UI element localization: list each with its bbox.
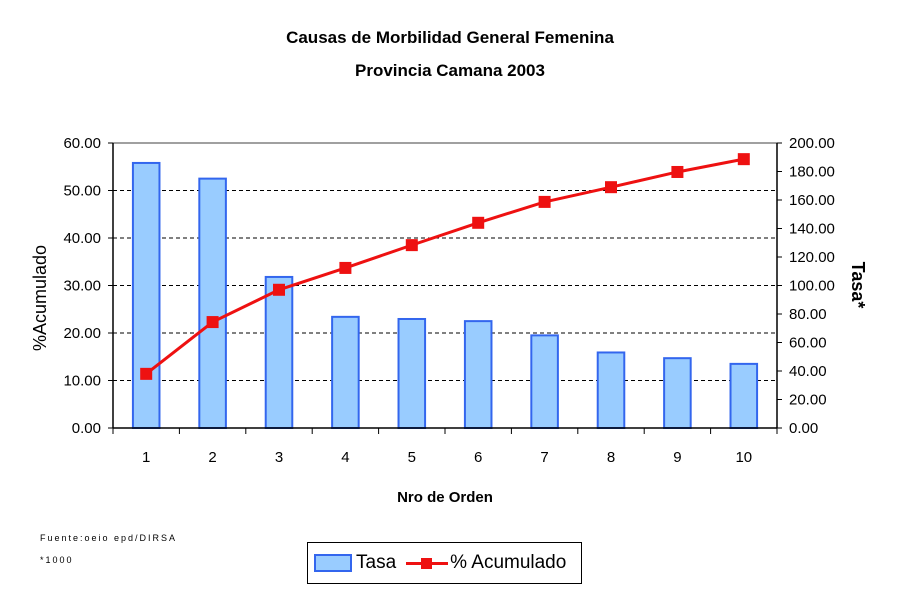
bar-tasa bbox=[729, 362, 759, 429]
marker-acumulado bbox=[538, 195, 551, 208]
x-tick-label: 7 bbox=[540, 449, 548, 466]
legend-swatch-tasa bbox=[314, 554, 352, 572]
marker-acumulado bbox=[405, 239, 418, 252]
source-note: Fuente:oeio epd/DIRSA bbox=[40, 533, 178, 543]
x-tick-label: 4 bbox=[341, 449, 349, 466]
marker-acumulado bbox=[140, 367, 153, 380]
right-tick-label: 180.00 bbox=[789, 164, 835, 181]
left-tick-label: 30.00 bbox=[63, 278, 101, 295]
x-tick-label: 2 bbox=[208, 449, 216, 466]
left-tick-label: 0.00 bbox=[72, 420, 101, 437]
marker-acumulado bbox=[605, 181, 617, 194]
line-acumulado bbox=[145, 157, 745, 376]
left-tick-label: 10.00 bbox=[63, 373, 101, 390]
marker-acumulado bbox=[339, 261, 352, 274]
bar-tasa bbox=[596, 351, 626, 430]
right-tick-label: 80.00 bbox=[789, 306, 827, 323]
left-tick-label: 20.00 bbox=[63, 325, 101, 342]
left-axis-title: %Acumulado bbox=[30, 245, 50, 351]
right-axis-title: Tasa* bbox=[848, 262, 868, 309]
bar-tasa bbox=[131, 161, 161, 429]
x-tick-label: 1 bbox=[142, 449, 150, 466]
right-tick-label: 100.00 bbox=[789, 278, 835, 295]
right-tick-label: 0.00 bbox=[789, 420, 818, 437]
right-tick-label: 160.00 bbox=[789, 192, 835, 209]
marker-acumulado bbox=[273, 283, 285, 296]
x-tick-label: 10 bbox=[735, 449, 752, 466]
right-tick-label: 20.00 bbox=[789, 392, 827, 409]
right-tick-label: 40.00 bbox=[789, 363, 827, 380]
x-tick-label: 6 bbox=[474, 449, 482, 466]
left-tick-label: 40.00 bbox=[63, 230, 101, 247]
marker-acumulado bbox=[737, 153, 750, 166]
footnote: *1000 bbox=[40, 555, 74, 565]
x-axis-title: Nro de Orden bbox=[397, 489, 493, 506]
bar-tasa bbox=[331, 315, 360, 430]
chart-subtitle: Provincia Camana 2003 bbox=[355, 61, 545, 80]
right-tick-label: 200.00 bbox=[789, 135, 835, 152]
marker-acumulado bbox=[472, 216, 485, 229]
legend-label-tasa: Tasa bbox=[356, 552, 397, 573]
x-tick-label: 9 bbox=[673, 449, 681, 466]
bar-tasa bbox=[397, 317, 427, 429]
right-tick-label: 60.00 bbox=[789, 335, 827, 352]
right-tick-label: 140.00 bbox=[789, 221, 835, 238]
left-tick-label: 60.00 bbox=[63, 135, 101, 152]
legend: Tasa % Acumulado bbox=[307, 542, 582, 584]
left-tick-label: 50.00 bbox=[63, 183, 101, 200]
bar-tasa bbox=[530, 334, 559, 429]
bar-tasa bbox=[663, 357, 692, 429]
chart-title: Causas de Morbilidad General Femenina bbox=[286, 28, 614, 47]
legend-swatch-acumulado bbox=[406, 556, 449, 570]
x-tick-label: 3 bbox=[275, 449, 283, 466]
bar-tasa bbox=[198, 177, 227, 429]
marker-acumulado bbox=[671, 165, 684, 178]
bar-tasa bbox=[264, 275, 294, 430]
bar-tasa bbox=[463, 320, 493, 429]
right-tick-label: 120.00 bbox=[789, 249, 835, 266]
marker-acumulado bbox=[206, 316, 219, 329]
x-tick-label: 5 bbox=[408, 449, 416, 466]
x-tick-label: 8 bbox=[607, 449, 615, 466]
legend-label-acumulado: % Acumulado bbox=[450, 552, 567, 573]
